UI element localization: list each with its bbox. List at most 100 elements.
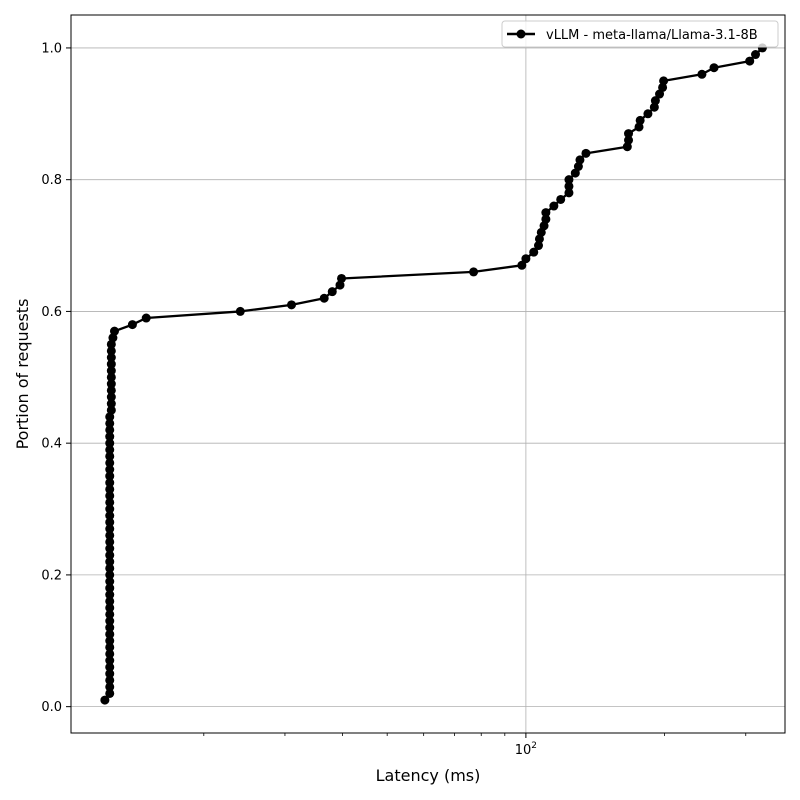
- data-point: [745, 56, 755, 66]
- data-point: [105, 484, 115, 494]
- data-point: [659, 76, 669, 86]
- data-point: [106, 346, 116, 356]
- data-point: [105, 425, 115, 435]
- data-point: [581, 148, 591, 158]
- data-point: [564, 188, 574, 198]
- data-point: [697, 69, 707, 79]
- data-point: [105, 590, 115, 600]
- legend-box: [501, 20, 779, 48]
- data-point: [105, 458, 115, 468]
- data-point: [105, 669, 115, 679]
- y-tick-label: 0.4: [41, 437, 62, 452]
- data-point: [105, 557, 115, 567]
- data-point: [141, 313, 151, 323]
- data-point: [650, 96, 660, 106]
- data-point: [624, 129, 634, 139]
- data-point: [105, 517, 115, 527]
- data-point: [127, 320, 137, 330]
- data-point: [658, 82, 668, 92]
- data-point: [105, 642, 115, 652]
- plot-frame: [70, 14, 786, 734]
- data-point: [235, 306, 245, 316]
- data-point: [105, 418, 115, 428]
- x-axis-title: Latency (ms): [376, 766, 481, 785]
- data-point: [106, 392, 116, 402]
- data-point: [106, 359, 116, 369]
- data-point: [105, 629, 115, 639]
- data-point: [105, 465, 115, 475]
- data-point: [105, 675, 115, 685]
- data-point: [100, 695, 110, 705]
- y-tick-label: 0.6: [41, 305, 62, 320]
- data-point: [751, 50, 761, 60]
- data-point: [105, 530, 115, 540]
- data-point: [105, 524, 115, 534]
- data-point: [541, 214, 551, 224]
- data-point: [105, 596, 115, 606]
- data-point: [105, 563, 115, 573]
- data-point: [105, 616, 115, 626]
- data-point: [105, 445, 115, 455]
- data-point: [105, 497, 115, 507]
- x-tick-label: 102: [515, 741, 537, 758]
- data-point: [106, 399, 116, 409]
- legend-marker-swatch: [516, 29, 526, 39]
- data-point: [517, 260, 527, 270]
- data-point: [287, 300, 297, 310]
- data-point: [105, 656, 115, 666]
- data-point: [105, 623, 115, 633]
- y-tick-label: 0.0: [41, 700, 62, 715]
- data-point: [105, 636, 115, 646]
- data-point: [635, 115, 645, 125]
- data-point: [106, 366, 116, 376]
- data-point: [105, 478, 115, 488]
- data-point: [105, 688, 115, 698]
- data-point: [564, 175, 574, 185]
- data-point: [106, 385, 116, 395]
- data-point: [105, 451, 115, 461]
- data-point: [521, 254, 531, 264]
- axis-ticks: 0.0 0.2 0.4 0.6 0.8 1.0 102: [41, 41, 537, 758]
- data-point: [105, 662, 115, 672]
- grid-lines: [71, 15, 785, 733]
- data-point: [106, 372, 116, 382]
- y-tick-label: 0.8: [41, 173, 62, 188]
- data-point: [541, 208, 551, 218]
- data-point: [105, 609, 115, 619]
- data-point: [105, 570, 115, 580]
- data-point: [105, 576, 115, 586]
- data-point: [643, 109, 653, 119]
- data-point: [106, 353, 116, 363]
- data-point: [105, 432, 115, 442]
- data-point: [624, 135, 634, 145]
- data-point: [327, 287, 337, 297]
- y-tick-label: 1.0: [41, 41, 62, 56]
- data-point: [105, 491, 115, 501]
- data-point: [549, 201, 559, 211]
- data-point: [469, 267, 479, 277]
- data-point: [564, 181, 574, 191]
- legend-label: vLLM - meta-llama/Llama-3.1-8B: [546, 28, 758, 43]
- data-point: [337, 273, 347, 283]
- data-point: [106, 379, 116, 389]
- series-markers: [100, 43, 767, 705]
- data-point: [105, 649, 115, 659]
- data-point: [105, 550, 115, 560]
- data-point: [533, 241, 543, 251]
- legend: vLLM - meta-llama/Llama-3.1-8B: [501, 20, 779, 48]
- data-point: [105, 603, 115, 613]
- data-point: [105, 511, 115, 521]
- data-point: [105, 544, 115, 554]
- data-point: [105, 537, 115, 547]
- data-point: [105, 583, 115, 593]
- data-point: [105, 438, 115, 448]
- data-point: [105, 682, 115, 692]
- data-point: [575, 155, 585, 165]
- data-point: [109, 326, 119, 336]
- y-tick-label: 0.2: [41, 568, 62, 583]
- y-axis-title: Portion of requests: [13, 299, 32, 450]
- data-point: [529, 247, 539, 257]
- data-point: [709, 63, 719, 73]
